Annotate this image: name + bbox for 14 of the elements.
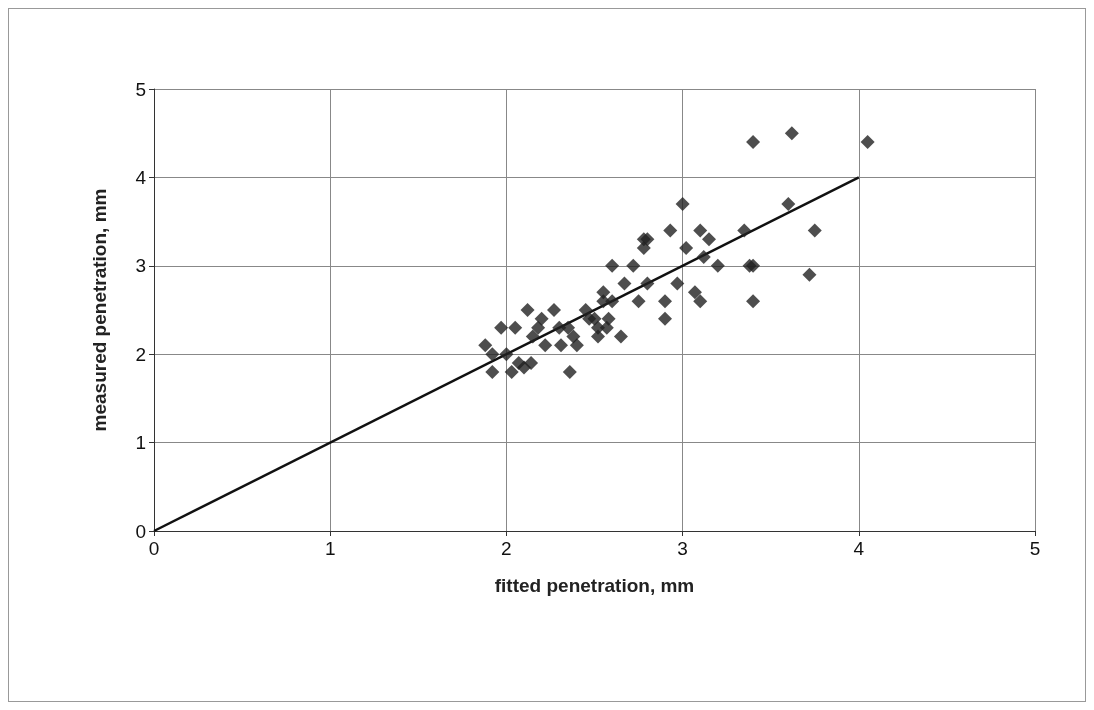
x-tick-label: 0 — [148, 538, 160, 559]
x-tick-label: 1 — [324, 538, 336, 559]
x-axis-title: fitted penetration, mm — [494, 575, 695, 596]
y-axis-title: measured penetration, mm — [89, 188, 110, 432]
x-tick-label: 2 — [501, 538, 512, 559]
y-tick-label: 2 — [135, 343, 146, 365]
y-tick-label: 4 — [135, 166, 147, 188]
y-tick-label: 0 — [135, 520, 146, 542]
y-tick-label: 1 — [135, 432, 146, 454]
x-tick-label: 3 — [677, 538, 688, 559]
y-tick-label: 3 — [135, 255, 146, 277]
x-tick-label: 5 — [1029, 538, 1041, 559]
y-tick-label: 5 — [135, 78, 146, 100]
x-tick-label: 4 — [853, 538, 865, 559]
